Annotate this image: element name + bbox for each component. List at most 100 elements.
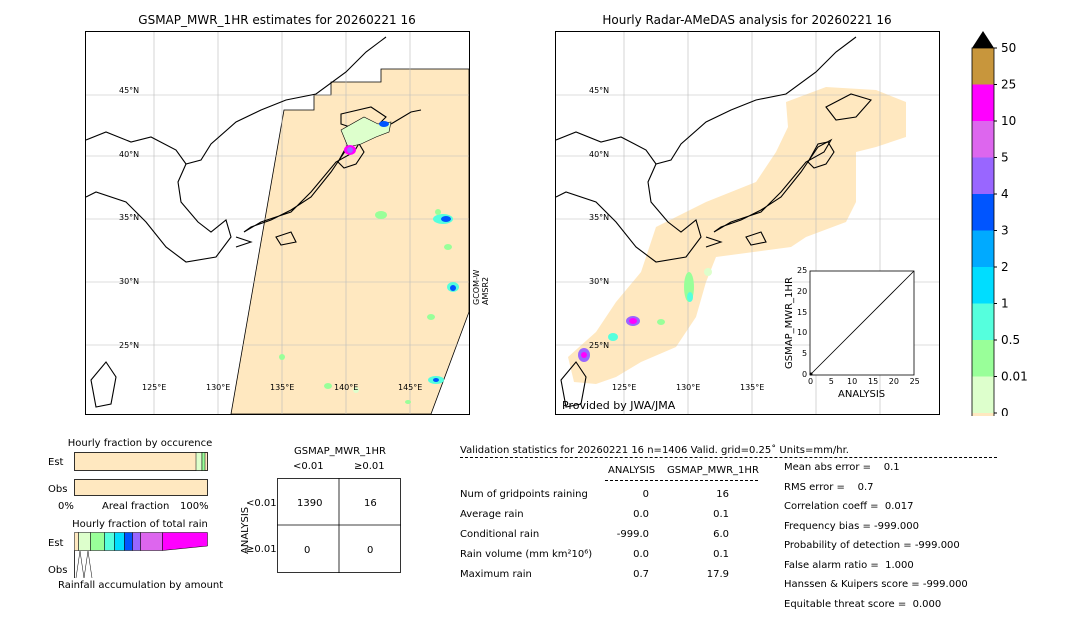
hist2-seg bbox=[91, 533, 105, 551]
colorbar-swatch bbox=[972, 121, 994, 158]
hist2-axis-mid: Rainfall accumulation by amount bbox=[58, 580, 223, 591]
validation-divider bbox=[460, 457, 997, 458]
colorbar-swatch bbox=[972, 231, 994, 268]
hist1-est-seg bbox=[196, 453, 202, 471]
y-tick: 5 bbox=[802, 349, 807, 358]
right-map-title: Hourly Radar-AMeDAS analysis for 2026022… bbox=[555, 13, 939, 27]
x-tick: 20 bbox=[889, 377, 899, 386]
cell-c: 0 bbox=[304, 545, 310, 556]
scatter-canvas: 0 5 10 15 20 25 0 5 10 15 20 25 ANALYSIS… bbox=[780, 265, 925, 400]
contingency-row-labels: ANALYSIS <0.01 ≥0.01 bbox=[236, 478, 280, 578]
lon-label: 145°E bbox=[398, 383, 422, 392]
scatter-inset: 0 5 10 15 20 25 0 5 10 15 20 25 ANALYSIS… bbox=[780, 265, 925, 400]
lat-label: 40°N bbox=[119, 150, 139, 159]
score-line: Correlation coeff = 0.017 bbox=[784, 501, 1004, 521]
colorbar-swatch bbox=[972, 85, 994, 122]
hist2-seg bbox=[133, 533, 141, 551]
score-line: Mean abs error = 0.1 bbox=[784, 462, 1004, 482]
col-analysis: ANALYSIS bbox=[608, 465, 655, 476]
validation-header: Validation statistics for 20260221 16 n=… bbox=[460, 445, 849, 456]
contingency-row1: <0.01 bbox=[246, 498, 277, 509]
hist1-axis-mid: Areal fraction bbox=[102, 501, 169, 512]
colorbar-label: 5 bbox=[1001, 151, 1009, 165]
scatter-ylabel: GSMAP_MWR_1HR bbox=[784, 277, 795, 369]
hist2-seg bbox=[105, 533, 115, 551]
colorbar-swatch bbox=[972, 267, 994, 304]
left-map-canvas: 45°N 40°N 35°N 30°N 25°N 125°E 130°E 135… bbox=[86, 32, 469, 414]
hist2-seg bbox=[115, 533, 125, 551]
colorbar-label: 1 bbox=[1001, 297, 1009, 311]
colorbar-label: 0.5 bbox=[1001, 333, 1020, 347]
colorbar-arrow bbox=[972, 31, 994, 48]
lon-label: 135°E bbox=[270, 383, 294, 392]
hist2-seg bbox=[75, 533, 79, 551]
score-line: Equitable threat score = 0.000 bbox=[784, 599, 1004, 618]
stat-row: Rain volume (mm km²10⁶) 0.0 0.1 bbox=[460, 549, 760, 569]
hist2-plot bbox=[74, 532, 210, 580]
cell-b: 16 bbox=[364, 498, 377, 509]
lon-label: 130°E bbox=[206, 383, 230, 392]
hist2-seg bbox=[141, 533, 163, 551]
colorbar-label: 25 bbox=[1001, 78, 1016, 92]
x-tick: 15 bbox=[868, 377, 878, 386]
hist1-est-bar bbox=[75, 453, 208, 471]
satellite-swath bbox=[231, 69, 469, 414]
colorbar-swatch bbox=[972, 304, 994, 341]
score-line: RMS error = 0.7 bbox=[784, 482, 1004, 502]
stat-row: Average rain 0.0 0.1 bbox=[460, 509, 760, 529]
sensor-label-amsr2: AMSR2 bbox=[481, 277, 490, 305]
colorbar-label: 10 bbox=[1001, 114, 1016, 128]
hist2-seg bbox=[79, 533, 91, 551]
lat-label: 25°N bbox=[119, 341, 139, 350]
col-gsmap: GSMAP_MWR_1HR bbox=[667, 465, 759, 476]
x-tick: 0 bbox=[808, 377, 813, 386]
lat-label: 30°N bbox=[589, 277, 609, 286]
hist2-title: Hourly fraction of total rain bbox=[60, 519, 220, 530]
sensor-label-gcomw: GCOM-W bbox=[472, 269, 481, 305]
y-tick: 10 bbox=[797, 328, 807, 337]
x-tick: 5 bbox=[829, 377, 834, 386]
x-tick: 25 bbox=[910, 377, 920, 386]
lat-label: 25°N bbox=[589, 341, 609, 350]
score-line: Hanssen & Kuipers score = -999.000 bbox=[784, 579, 1004, 599]
scatter-point bbox=[810, 373, 813, 376]
score-line: Probability of detection = -999.000 bbox=[784, 540, 1004, 560]
lon-label: 140°E bbox=[334, 383, 358, 392]
score-line: False alarm ratio = 1.000 bbox=[784, 560, 1004, 580]
x-tick: 10 bbox=[847, 377, 857, 386]
hist2-obs-lines bbox=[76, 551, 92, 578]
hist2-seg bbox=[163, 533, 208, 551]
hist1-axis-right: 100% bbox=[180, 501, 209, 512]
cell-a: 1390 bbox=[297, 498, 322, 509]
colorbar-swatch bbox=[972, 158, 994, 195]
hist1-obs-bar bbox=[75, 480, 208, 496]
hist2-seg bbox=[125, 533, 133, 551]
hist1-plot bbox=[74, 452, 208, 497]
hist2-obs-label: Obs bbox=[48, 565, 67, 576]
lon-label: 135°E bbox=[740, 383, 764, 392]
hist1-title: Hourly fraction by occurence bbox=[60, 438, 220, 449]
validation-col-divider bbox=[605, 480, 758, 481]
contingency-row2: ≥0.01 bbox=[246, 544, 277, 555]
colorbar-swatch bbox=[972, 48, 994, 85]
hist1-est-seg bbox=[202, 453, 205, 471]
colorbar-label: 50 bbox=[1001, 41, 1016, 55]
score-line: Frequency bias = -999.000 bbox=[784, 521, 1004, 541]
y-tick: 15 bbox=[797, 308, 807, 317]
colorbar-label: 2 bbox=[1001, 260, 1009, 274]
hist2-canvas bbox=[74, 532, 210, 580]
validation-scores: Mean abs error = 0.1 RMS error = 0.7 Cor… bbox=[784, 462, 1004, 618]
lon-label: 125°E bbox=[142, 383, 166, 392]
hist2-est-label: Est bbox=[48, 538, 63, 549]
validation-rows: Num of gridpoints raining 0 16 Average r… bbox=[460, 489, 760, 589]
lat-label: 35°N bbox=[119, 213, 139, 222]
colorbar-swatches bbox=[972, 48, 994, 416]
hist1-est-label: Est bbox=[48, 457, 63, 468]
y-tick: 25 bbox=[797, 266, 807, 275]
lon-label: 130°E bbox=[676, 383, 700, 392]
colorbar-label: 0.01 bbox=[1001, 370, 1028, 384]
scatter-xlabel: ANALYSIS bbox=[838, 389, 885, 400]
